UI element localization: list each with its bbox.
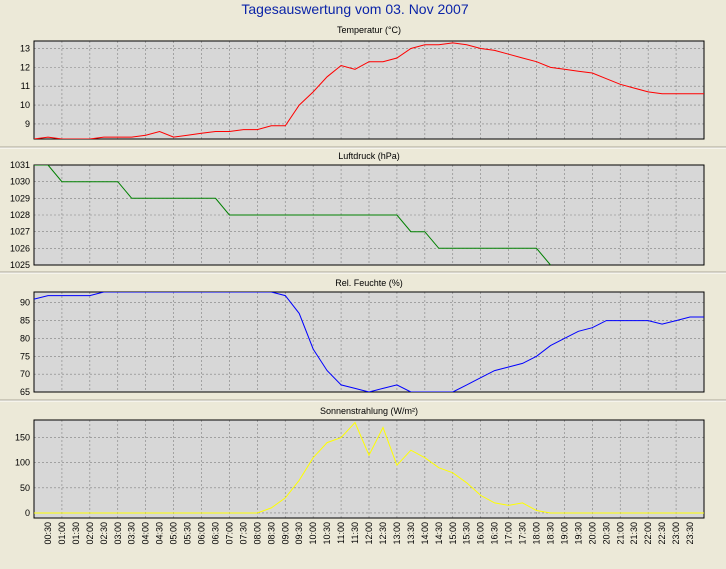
x-tick-label: 15:00	[448, 522, 458, 545]
y-tick-label: 70	[20, 369, 30, 379]
x-tick-label: 15:30	[462, 522, 472, 545]
x-tick-label: 23:30	[685, 522, 695, 545]
x-tick-label: 14:00	[420, 522, 430, 545]
series-line	[34, 165, 551, 265]
y-tick-label: 85	[20, 316, 30, 326]
x-tick-label: 09:30	[294, 522, 304, 545]
chart-title: Luftdruck (hPa)	[338, 151, 400, 161]
x-tick-label: 02:00	[85, 522, 95, 545]
plot-border	[33, 40, 705, 140]
x-tick-label: 14:30	[434, 522, 444, 545]
x-tick-label: 17:00	[504, 522, 514, 545]
y-tick-label: 1026	[10, 243, 30, 253]
chart-title: Temperatur (°C)	[337, 25, 401, 35]
x-tick-label: 12:30	[378, 522, 388, 545]
y-tick-label: 11	[21, 81, 30, 91]
y-tick-label: 50	[20, 483, 30, 493]
x-tick-label: 03:00	[113, 522, 123, 545]
series-line	[34, 421, 704, 514]
x-tick-label: 10:00	[308, 522, 318, 545]
chart-title: Rel. Feuchte (%)	[335, 278, 403, 288]
chart-panel-4: Sonnenstrahlung (W/m²) 0 50 100 150	[15, 406, 705, 519]
x-tick-label: 08:30	[266, 522, 276, 545]
x-tick-label: 00:30	[43, 522, 53, 545]
x-tick-label: 13:00	[392, 522, 402, 545]
y-tick-label: 10	[20, 100, 30, 110]
x-tick-label: 13:30	[406, 522, 416, 545]
x-tick-label: 22:00	[643, 522, 653, 545]
x-tick-label: 02:30	[99, 522, 109, 545]
x-tick-label: 06:00	[197, 522, 207, 545]
series-line	[34, 292, 704, 392]
x-tick-label: 23:00	[671, 522, 681, 545]
y-tick-label: 1029	[10, 193, 30, 203]
x-tick-label: 18:30	[545, 522, 555, 545]
x-tick-label: 20:30	[601, 522, 611, 545]
y-tick-label: 150	[15, 433, 30, 443]
x-tick-label: 10:30	[322, 522, 332, 545]
series-line	[34, 42, 704, 139]
x-tick-label: 11:30	[350, 522, 360, 544]
x-tick-label: 05:00	[169, 522, 179, 545]
x-axis-labels: 00:30 01:00 01:30 02:00 02:30 03:00 03:30 04:00…	[43, 522, 695, 545]
y-tick-label: 1025	[10, 260, 30, 270]
y-tick-label: 65	[20, 387, 30, 397]
x-tick-label: 19:30	[573, 522, 583, 545]
x-tick-label: 11:00	[336, 522, 346, 544]
chart-panel-3: Rel. Feuchte (%) 65 70 75 80 85 90	[20, 278, 705, 397]
x-tick-label: 03:30	[127, 522, 137, 545]
x-tick-label: 05:30	[183, 522, 193, 545]
y-tick-label: 80	[20, 333, 30, 343]
x-tick-label: 06:30	[210, 522, 220, 545]
x-tick-label: 01:30	[71, 522, 81, 545]
y-tick-label: 0	[25, 508, 30, 518]
x-tick-label: 09:00	[280, 522, 290, 545]
y-tick-label: 75	[20, 351, 30, 361]
x-tick-label: 07:30	[238, 522, 248, 545]
plot-border	[33, 164, 705, 266]
x-tick-label: 21:00	[615, 522, 625, 545]
x-tick-label: 21:30	[629, 522, 639, 545]
y-tick-label: 13	[20, 44, 30, 54]
x-tick-label: 18:00	[532, 522, 542, 545]
y-tick-label: 100	[15, 458, 30, 468]
chart-panel-1: Temperatur (°C) 9 10 11 12 13	[20, 25, 705, 140]
x-tick-label: 17:30	[518, 522, 528, 545]
x-tick-label: 16:30	[490, 522, 500, 545]
x-tick-label: 19:00	[559, 522, 569, 545]
x-tick-label: 04:30	[155, 522, 165, 545]
plot-border	[33, 419, 705, 519]
y-tick-label: 1028	[10, 210, 30, 220]
page-title: Tagesauswertung vom 03. Nov 2007	[241, 1, 468, 17]
y-tick-label: 1031	[10, 160, 30, 170]
chart-panel-2: Luftdruck (hPa) 1025 1026 1027 1028 1029 1030 1…	[10, 151, 705, 270]
x-tick-label: 20:00	[587, 522, 597, 545]
x-tick-label: 07:00	[224, 522, 234, 545]
chart-title: Sonnenstrahlung (W/m²)	[320, 406, 418, 416]
x-tick-label: 08:00	[252, 522, 262, 545]
x-tick-label: 01:00	[57, 522, 67, 545]
y-tick-label: 1030	[10, 177, 30, 187]
y-tick-label: 90	[20, 298, 30, 308]
y-tick-label: 9	[25, 119, 30, 129]
y-tick-label: 12	[20, 62, 30, 72]
y-tick-label: 1027	[10, 227, 30, 237]
x-tick-label: 12:00	[364, 522, 374, 545]
x-tick-label: 22:30	[657, 522, 667, 545]
x-tick-label: 04:00	[141, 522, 151, 545]
x-tick-label: 16:00	[476, 522, 486, 545]
